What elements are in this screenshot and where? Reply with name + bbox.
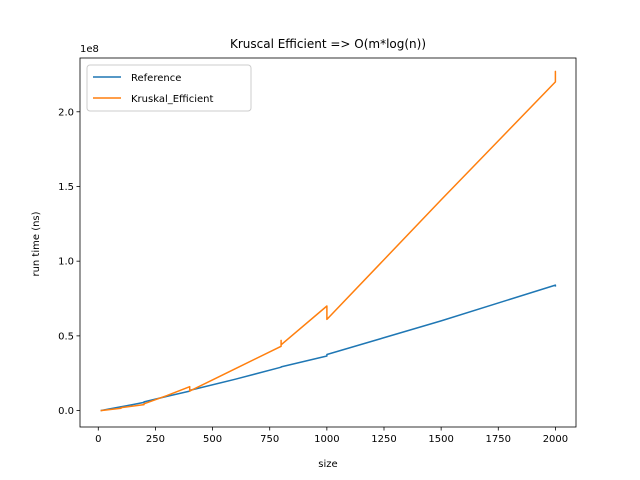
chart-title: Kruscal Efficient => O(m*log(n)) bbox=[230, 37, 426, 51]
x-tick-label: 2000 bbox=[543, 434, 568, 445]
x-tick-label: 1250 bbox=[371, 434, 396, 445]
x-axis-label: size bbox=[318, 459, 337, 470]
legend-label-1: Reference bbox=[131, 73, 181, 84]
plot-area bbox=[79, 57, 577, 428]
x-tick-label: 1500 bbox=[428, 434, 453, 445]
y-tick-label: 1.5 bbox=[58, 182, 74, 193]
x-tick-label: 750 bbox=[260, 434, 279, 445]
y-tick-label: 0.5 bbox=[58, 331, 74, 342]
y-tick-label: 2.0 bbox=[58, 107, 74, 118]
y-tick-label: 1.0 bbox=[58, 257, 74, 268]
x-tick-label: 1000 bbox=[314, 434, 339, 445]
y-axis-label: run time (ns) bbox=[31, 211, 42, 276]
x-tick-label: 250 bbox=[146, 434, 165, 445]
y-axis: 0.0 0.5 1.0 1.5 2.0 bbox=[58, 107, 80, 417]
plot-frame bbox=[79, 57, 577, 428]
y-tick-label: 0.0 bbox=[58, 406, 74, 417]
x-axis: 0 250 500 750 1000 1250 1500 1750 2000 bbox=[95, 427, 568, 445]
legend-label-2: Kruskal_Efficient bbox=[131, 94, 213, 105]
x-tick-label: 500 bbox=[203, 434, 222, 445]
legend: Reference Kruskal_Efficient bbox=[86, 64, 252, 112]
y-multiplier-label: 1e8 bbox=[80, 44, 99, 55]
x-tick-label: 0 bbox=[95, 434, 101, 445]
legend-box bbox=[86, 64, 252, 112]
series-line-2 bbox=[100, 70, 557, 412]
x-tick-label: 1750 bbox=[486, 434, 511, 445]
